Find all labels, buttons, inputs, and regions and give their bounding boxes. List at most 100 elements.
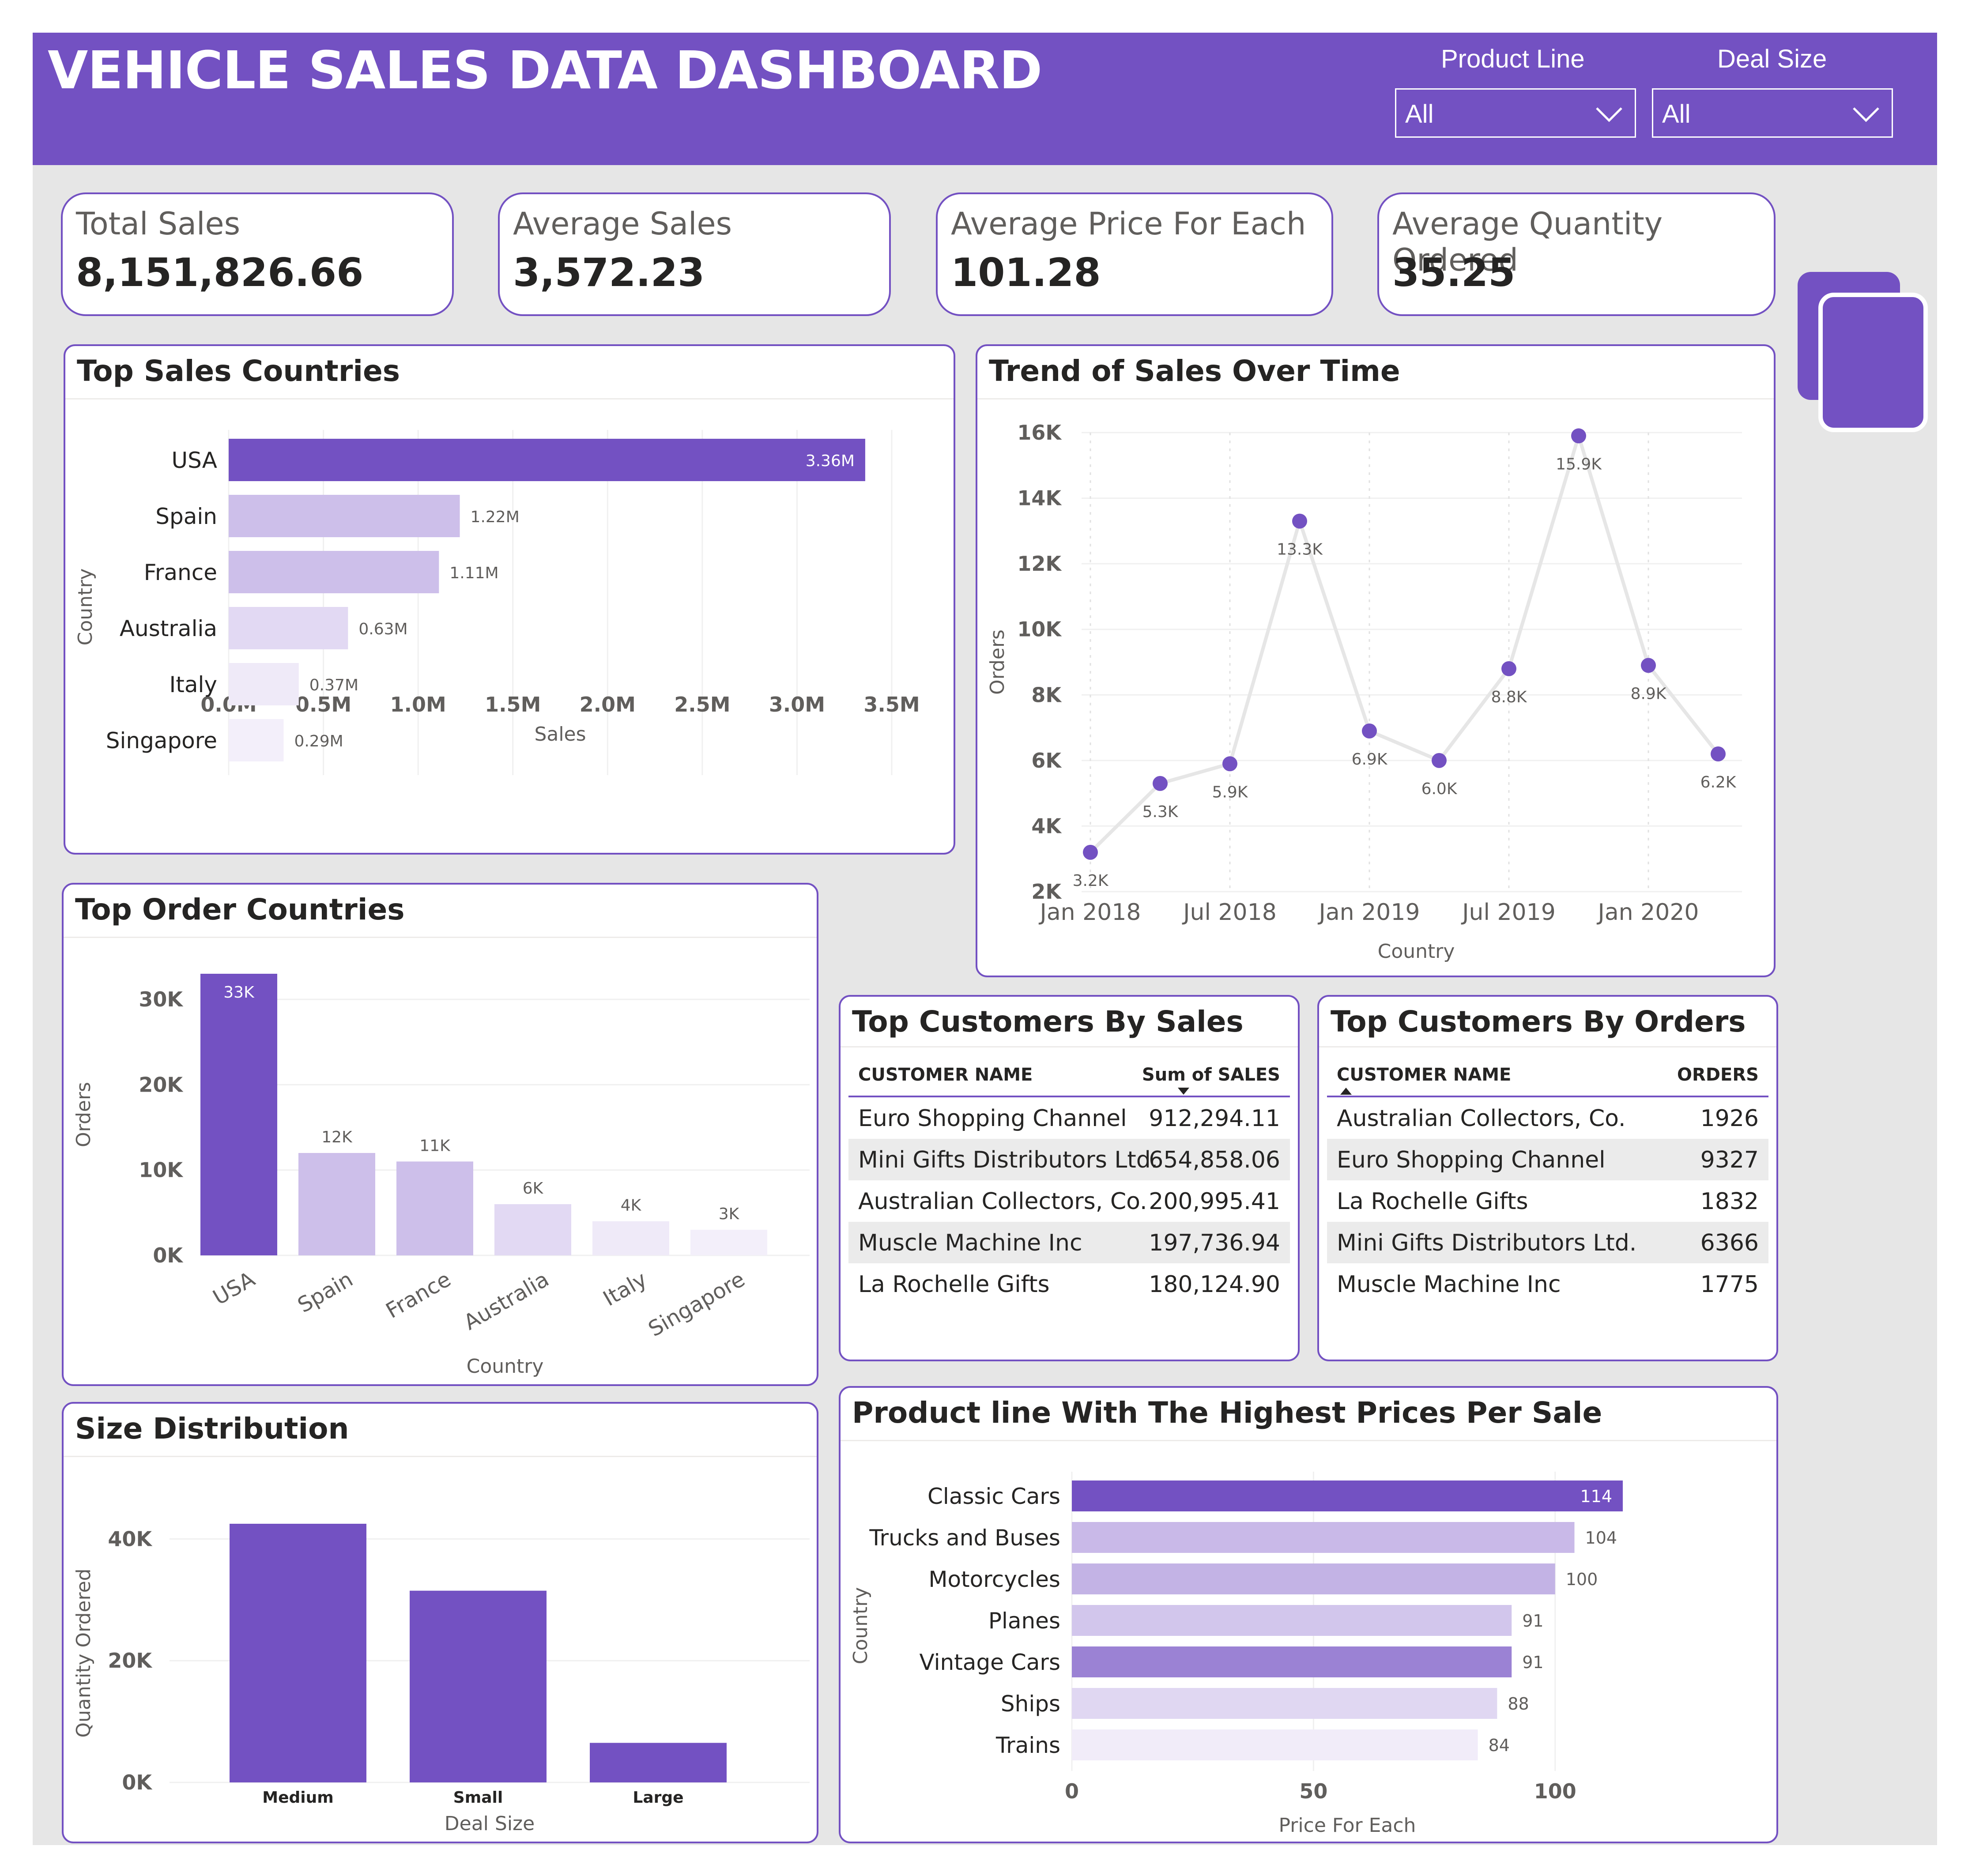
bar <box>230 1524 366 1782</box>
y-tick-label: 12K <box>1017 552 1062 576</box>
x-tick-label: 1.5M <box>485 693 541 716</box>
panel-title: Top Order Countries <box>75 893 405 927</box>
bar <box>229 439 865 481</box>
chevron-down-icon <box>1853 107 1879 122</box>
product-line-slicer-value: All <box>1405 100 1434 128</box>
customer-name-cell: Euro Shopping Channel <box>1337 1147 1606 1173</box>
y-tick-label: 4K <box>1031 814 1062 838</box>
x-axis-label: Country <box>467 1355 544 1378</box>
bar <box>590 1743 727 1782</box>
table-row[interactable]: La Rochelle Gifts 180,124.90 <box>848 1263 1290 1305</box>
x-tick-label: 3.0M <box>769 693 825 716</box>
bar <box>1072 1563 1555 1594</box>
y-axis-label: Quantity Ordered <box>72 1568 95 1737</box>
column-header-sum-of-sales[interactable]: Sum of SALES <box>1142 1065 1280 1085</box>
data-label: 5.3K <box>1142 803 1179 821</box>
table-row[interactable]: Muscle Machine Inc 197,736.94 <box>848 1222 1290 1263</box>
data-label: 1.11M <box>449 564 498 582</box>
table-row[interactable]: Muscle Machine Inc 1775 <box>1327 1263 1768 1305</box>
bar <box>229 663 299 705</box>
customer-name-cell: Mini Gifts Distributors Ltd. <box>858 1147 1158 1173</box>
value-cell: 197,736.94 <box>1149 1230 1280 1256</box>
sort-ascending-icon <box>1340 1088 1352 1095</box>
bar <box>1072 1605 1512 1636</box>
x-axis-label: Sales <box>534 723 586 746</box>
sort-descending-icon <box>1178 1088 1189 1095</box>
panel-top-order-countries: Top Order Countries 0K 10K 20K 30K 33K USA 12K… <box>62 883 818 1386</box>
bar <box>410 1590 547 1782</box>
y-tick-label: 0K <box>122 1771 153 1794</box>
x-tick-label: 50 <box>1299 1779 1327 1803</box>
x-tick-label: 100 <box>1534 1779 1576 1803</box>
y-tick-label: 14K <box>1017 486 1062 510</box>
data-label: 33K <box>223 983 255 1002</box>
category-label: France <box>144 560 217 585</box>
data-label: 84 <box>1489 1736 1510 1755</box>
category-label: Trucks and Buses <box>869 1525 1060 1551</box>
data-point <box>1362 723 1377 738</box>
deal-size-slicer-value: All <box>1662 100 1691 128</box>
y-tick-label: 10K <box>1017 618 1062 641</box>
value-cell: 1775 <box>1700 1271 1759 1298</box>
data-point <box>1501 661 1516 676</box>
y-tick-label: 40K <box>108 1527 153 1551</box>
data-point <box>1641 658 1656 673</box>
table-row[interactable]: Euro Shopping Channel 912,294.11 <box>848 1097 1290 1139</box>
x-tick-label: Jan 2018 <box>1038 899 1141 926</box>
panel-title: Trend of Sales Over Time <box>989 354 1400 388</box>
deal-size-slicer[interactable]: All <box>1652 88 1893 138</box>
data-point <box>1571 428 1586 444</box>
table-row[interactable]: Australian Collectors, Co. 200,995.41 <box>848 1180 1290 1222</box>
column-header-customer-name[interactable]: CUSTOMER NAME <box>1337 1065 1512 1085</box>
bar <box>494 1204 571 1255</box>
product-line-slicer[interactable]: All <box>1395 88 1636 138</box>
category-label: Classic Cars <box>927 1484 1060 1509</box>
table-row[interactable]: La Rochelle Gifts 1832 <box>1327 1180 1768 1222</box>
bar <box>229 607 348 649</box>
data-label: 12K <box>321 1128 353 1146</box>
x-tick-label: Jan 2019 <box>1317 899 1420 926</box>
column-header-customer-name[interactable]: CUSTOMER NAME <box>858 1065 1033 1085</box>
table-row[interactable]: Mini Gifts Distributors Ltd. 654,858.06 <box>848 1139 1290 1180</box>
data-label: 3.36M <box>806 452 855 470</box>
kpi-label: Average Price For Each <box>951 206 1306 242</box>
table-row[interactable]: Mini Gifts Distributors Ltd. 6366 <box>1327 1222 1768 1263</box>
category-label: Medium <box>262 1789 334 1807</box>
x-tick-label: Jan 2020 <box>1596 899 1699 926</box>
data-label: 114 <box>1580 1487 1612 1506</box>
panel-title: Top Sales Countries <box>77 354 400 388</box>
value-cell: 1926 <box>1700 1105 1759 1132</box>
kpi-card-total-sales[interactable]: Total Sales 8,151,826.66 <box>61 192 454 316</box>
top-order-countries-chart: 0K 10K 20K 30K 33K USA 12K Spain 11K France 6K Aust… <box>72 974 810 1378</box>
kpi-card-average-sales[interactable]: Average Sales 3,572.23 <box>498 192 891 316</box>
value-cell: 180,124.90 <box>1149 1271 1280 1298</box>
copy-icon[interactable] <box>1798 269 1930 433</box>
x-tick-label: 2.0M <box>580 693 636 716</box>
kpi-value: 8,151,826.66 <box>76 250 364 295</box>
data-point <box>1222 756 1237 772</box>
panel-top-sales-countries: Top Sales Countries 0.0M0.5M1.0M1.5M2.0M… <box>64 344 955 855</box>
data-label: 8.9K <box>1631 685 1667 703</box>
data-label: 8.8K <box>1491 688 1527 706</box>
bar <box>1072 1646 1512 1677</box>
data-label: 5.9K <box>1212 783 1248 801</box>
panel-title: Size Distribution <box>75 1412 349 1446</box>
table-row[interactable]: Euro Shopping Channel 9327 <box>1327 1139 1768 1180</box>
kpi-card-average-price[interactable]: Average Price For Each 101.28 <box>936 192 1333 316</box>
y-tick-label: 0K <box>153 1243 184 1267</box>
table-row[interactable]: Australian Collectors, Co. 1926 <box>1327 1097 1768 1139</box>
data-label: 6.0K <box>1421 780 1458 798</box>
kpi-value: 101.28 <box>951 250 1101 295</box>
series-line <box>1089 434 1720 854</box>
y-tick-label: 2K <box>1031 880 1062 904</box>
column-header-orders[interactable]: ORDERS <box>1677 1065 1759 1085</box>
kpi-card-average-quantity[interactable]: Average Quantity Ordered 35.25 <box>1377 192 1776 316</box>
category-label: Spain <box>294 1267 357 1318</box>
x-tick-label: Jul 2018 <box>1182 899 1277 926</box>
data-label: 13.3K <box>1277 541 1323 559</box>
panel-trend-of-sales: Trend of Sales Over Time 2K 4K 6K 8K 10K 12K 1… <box>976 344 1776 977</box>
panel-title: Top Customers By Orders <box>1331 1005 1746 1039</box>
data-label: 6.9K <box>1352 750 1388 768</box>
category-label: Trains <box>995 1733 1060 1758</box>
customer-name-cell: La Rochelle Gifts <box>1337 1188 1528 1215</box>
